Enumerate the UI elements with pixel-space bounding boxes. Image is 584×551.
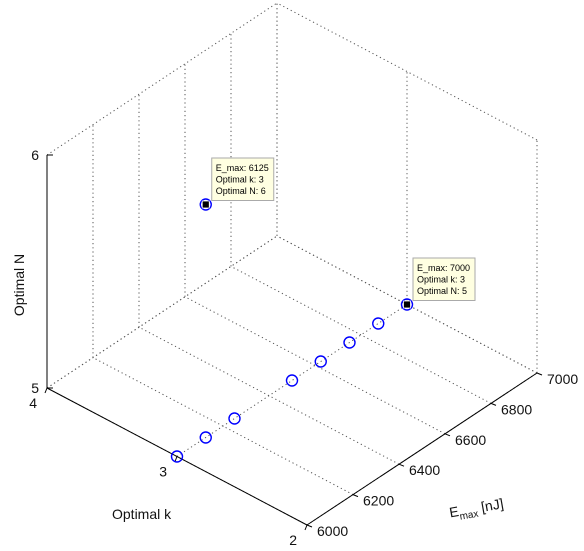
grid-line — [184, 296, 446, 435]
tick-labels: 6000 6200 6400 6600 6800 7000 2 3 45 6 — [29, 147, 578, 548]
data-point — [314, 355, 327, 368]
y-tick-mark — [174, 456, 178, 462]
data-point — [372, 317, 385, 330]
axis-layer — [44, 154, 543, 531]
grid-line — [46, 235, 278, 389]
datatip-box — [211, 157, 275, 201]
data-point — [285, 374, 299, 387]
data-point — [400, 298, 414, 311]
datatip-line: E_max: 6125 — [216, 163, 269, 173]
datatip-marker — [201, 200, 210, 209]
x-axis-line — [306, 372, 538, 526]
data-point — [199, 431, 212, 444]
x-axis-label-main: E — [448, 503, 460, 520]
data-point — [199, 198, 212, 211]
data-point — [228, 412, 241, 425]
grid-line — [176, 304, 408, 457]
x-tick-label: 6800 — [501, 401, 532, 417]
datatip-line: Optimal N: 5 — [417, 286, 467, 296]
y-tick-label: 4 — [29, 395, 37, 411]
datatip-line: E_max: 7000 — [417, 263, 470, 273]
x-axis-label-sub: max — [459, 509, 480, 523]
y-tick-mark — [304, 524, 308, 531]
x-axis-label-suffix: [nJ] — [476, 495, 505, 515]
z-axis-label: Optimal N — [11, 254, 27, 316]
x-tick-mark — [306, 524, 313, 528]
x-tick-label: 6000 — [317, 523, 348, 539]
z-tick-label: 5 — [31, 380, 39, 396]
datatip-line: Optimal k: 3 — [216, 175, 264, 185]
datatip-box — [412, 257, 476, 301]
y-tick-mark — [44, 387, 48, 394]
grid-line — [46, 2, 278, 156]
data-point — [170, 450, 184, 463]
y-axis-label: Optimal k — [112, 506, 172, 522]
data-point — [343, 336, 356, 349]
y-tick-label: 2 — [289, 532, 297, 548]
x-tick-mark — [444, 433, 451, 437]
grid-line — [46, 235, 278, 389]
x-tick-label: 6600 — [455, 432, 486, 448]
x-tick-label: 7000 — [547, 371, 578, 387]
x-tick-mark — [352, 494, 359, 498]
data-points — [170, 198, 414, 463]
x-tick-mark — [490, 402, 497, 406]
x-axis-label: Emax [nJ] — [448, 495, 505, 524]
grid-layer — [46, 2, 538, 526]
x-tick-label: 6400 — [409, 462, 440, 478]
x-tick-label: 6200 — [363, 493, 394, 509]
datatip-line: Optimal k: 3 — [417, 275, 465, 285]
datatip-line: Optimal N: 6 — [216, 186, 266, 196]
x-tick-mark — [398, 463, 405, 467]
y-tick-label: 3 — [159, 464, 167, 480]
datatip-marker — [403, 300, 411, 309]
x-tick-mark — [536, 372, 543, 376]
z-tick-label: 6 — [31, 147, 39, 163]
